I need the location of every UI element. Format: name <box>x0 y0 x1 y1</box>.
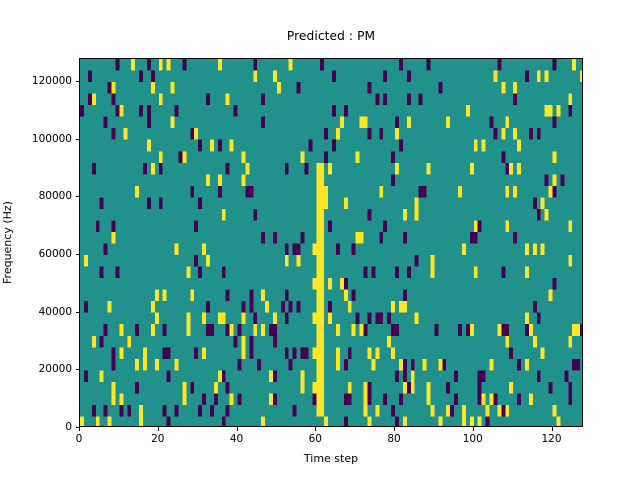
y-tick-label: 80000 <box>38 190 72 203</box>
x-tick-mark <box>157 427 159 431</box>
chart-title: Predicted : PM <box>286 29 376 43</box>
y-tick-label: 40000 <box>38 305 72 318</box>
y-tick-mark <box>75 311 79 313</box>
x-tick-label: 40 <box>229 433 244 445</box>
y-tick-mark <box>75 427 79 428</box>
heatmap-image <box>80 59 582 426</box>
x-tick-label: 0 <box>75 433 83 445</box>
x-axis-label: Time step <box>303 452 359 465</box>
y-tick-label: 120000 <box>31 75 72 88</box>
y-tick-label: 20000 <box>38 363 72 376</box>
y-tick-mark <box>75 138 79 140</box>
y-tick-label: 100000 <box>31 132 72 145</box>
y-tick-label: 60000 <box>38 248 72 261</box>
y-tick-mark <box>75 196 79 198</box>
y-tick-mark <box>75 369 79 371</box>
heatmap-plot-area <box>79 58 583 427</box>
y-tick-label: 0 <box>65 421 72 433</box>
y-tick-mark <box>75 81 79 83</box>
x-tick-label: 100 <box>462 433 483 445</box>
y-axis-label: Frequency (Hz) <box>1 201 14 284</box>
x-tick-mark <box>472 427 474 431</box>
x-tick-mark <box>236 427 238 431</box>
x-tick-label: 60 <box>308 433 322 445</box>
x-tick-mark <box>394 427 395 431</box>
x-tick-label: 120 <box>541 433 562 445</box>
y-tick-mark <box>75 254 79 256</box>
x-tick-label: 20 <box>151 433 165 445</box>
x-tick-mark <box>315 427 317 431</box>
x-tick-label: 80 <box>387 433 401 445</box>
x-tick-mark <box>551 427 553 431</box>
x-tick-mark <box>79 427 80 431</box>
